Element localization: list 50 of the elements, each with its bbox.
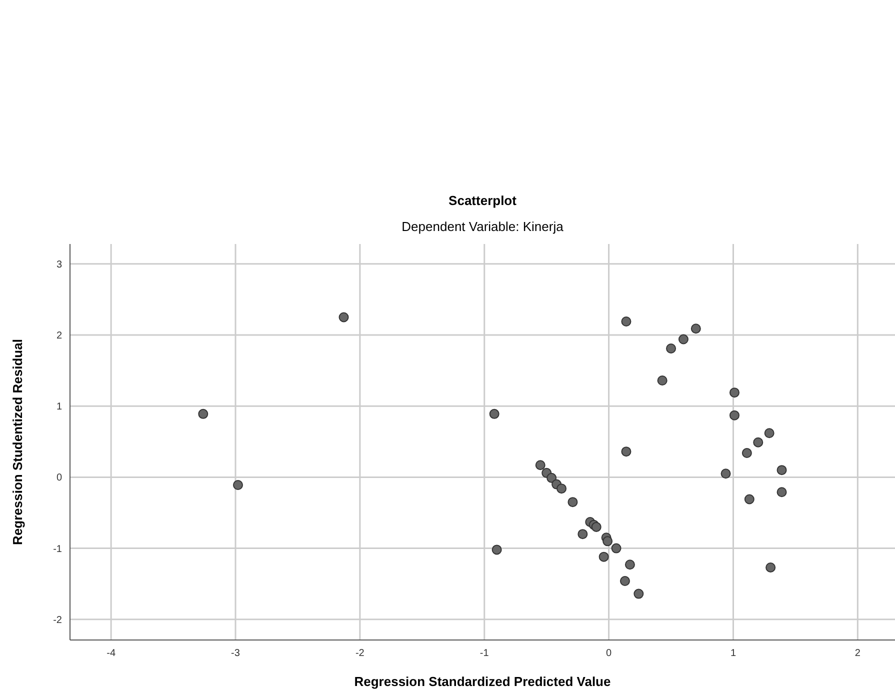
point (634, 588, 644, 599)
x-axis-title: Regression Standardized Predicted Value (354, 674, 611, 689)
x-tick-label: 1 (730, 648, 736, 659)
point (232, 480, 243, 490)
point (729, 410, 740, 420)
point (621, 316, 632, 326)
x-tick-label: -4 (106, 648, 116, 659)
point (578, 529, 588, 540)
point (546, 472, 557, 483)
y-tick-label: 3 (56, 259, 62, 270)
y-tick-label: 1 (56, 402, 62, 413)
point (729, 388, 740, 398)
x-tick-label: -2 (355, 648, 365, 659)
point (591, 522, 602, 532)
point (720, 468, 731, 479)
point (489, 408, 500, 419)
point (620, 576, 630, 586)
y-tick-label: -1 (53, 544, 62, 555)
chart-subtitle: Dependent Variable: Kinerja (402, 219, 564, 234)
point (742, 448, 752, 458)
point (744, 494, 754, 504)
chart-title: Scatterplot (448, 193, 518, 208)
point (598, 552, 609, 562)
x-tick-label: -3 (231, 648, 240, 659)
point (602, 536, 613, 546)
point (666, 344, 676, 354)
point (556, 484, 567, 494)
point (657, 376, 668, 386)
x-tick-label: -1 (480, 648, 490, 659)
y-tick-label: -2 (53, 614, 62, 626)
point (621, 446, 632, 457)
point (624, 560, 635, 570)
point (338, 312, 349, 322)
point (535, 460, 546, 470)
x-tick-label: 2 (854, 648, 861, 659)
point (753, 437, 764, 448)
point (690, 324, 701, 334)
x-tick-label: 0 (606, 648, 612, 659)
point (611, 543, 622, 554)
point (764, 428, 774, 438)
point (678, 334, 688, 344)
y-tick-label: 2 (56, 330, 62, 342)
point (776, 465, 787, 476)
y-tick-label: 0 (56, 472, 62, 484)
point (568, 497, 578, 508)
y-axis-title: Regression Studentized Residual (10, 339, 25, 545)
point (492, 544, 502, 555)
point (766, 562, 776, 572)
point (198, 408, 208, 419)
point (776, 487, 787, 498)
